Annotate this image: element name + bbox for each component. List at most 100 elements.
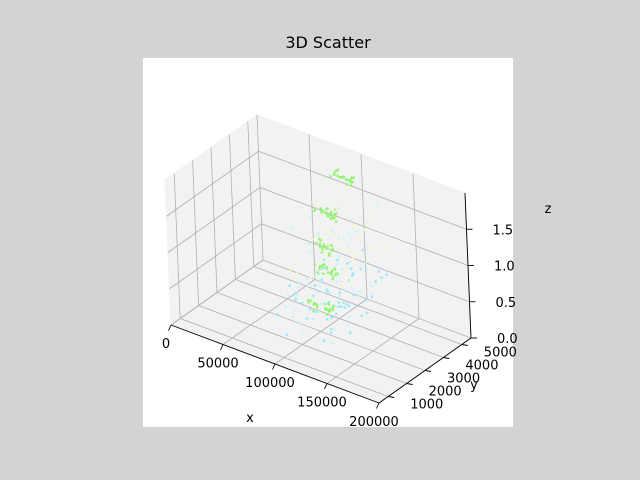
scatter-point (328, 254, 331, 257)
scatter-point (331, 275, 335, 279)
scatter-point (335, 312, 338, 316)
scatter-point (326, 308, 329, 312)
y-grid-floor (253, 266, 462, 345)
scatter-point (318, 285, 322, 288)
scatter-point (340, 197, 343, 200)
scatter-point (322, 272, 325, 276)
scatter-point (335, 274, 339, 278)
y-tick (461, 344, 468, 346)
scatter-point (300, 332, 304, 335)
scatter-point (308, 243, 311, 246)
scatter-point (374, 280, 378, 283)
scatter-point (337, 236, 340, 239)
scatter-point (326, 212, 329, 216)
scatter-point (364, 298, 368, 301)
scatter-point (329, 327, 333, 331)
scatter-point (361, 248, 365, 252)
scatter-point (347, 304, 351, 308)
scatter-point (331, 215, 334, 219)
scatter-point (319, 207, 323, 210)
scatter-point (339, 280, 343, 283)
scatter-point (315, 303, 319, 307)
scatter-point (284, 306, 288, 309)
z-grid-side (167, 187, 261, 253)
scatter-point (321, 238, 325, 241)
x-tick-label: 50000 (197, 357, 238, 372)
scatter-point (288, 270, 292, 273)
scatter-point (328, 291, 332, 295)
scatter-point (353, 251, 356, 255)
z-tick-label: 1.5 (493, 223, 514, 238)
scatter-point (328, 239, 332, 242)
scatter-point (320, 251, 324, 254)
scatter-point (324, 228, 327, 232)
scatter-point (297, 321, 301, 325)
scatter-point (365, 311, 369, 315)
scatter-point (322, 263, 326, 266)
scatter-point (336, 305, 340, 309)
y-axis-label: y (470, 378, 478, 393)
scatter-point (328, 307, 332, 311)
scatter-point (352, 272, 355, 276)
scatter-point (330, 213, 333, 216)
scatter-point (314, 310, 318, 314)
scatter-point (294, 296, 298, 300)
scatter-point (335, 280, 339, 283)
scatter-point (337, 175, 341, 179)
scatter-point (352, 259, 355, 262)
scatter-point (317, 272, 321, 276)
scatter-point (326, 214, 330, 218)
scatter-point (349, 278, 352, 281)
x-axis-label: x (246, 411, 254, 426)
scatter-point (320, 209, 324, 213)
scatter-point (330, 269, 334, 273)
scatter-point (309, 215, 313, 219)
scatter-point (359, 267, 363, 271)
scatter-point (316, 290, 319, 294)
scatter-point (313, 284, 317, 287)
scatter-point (348, 232, 351, 236)
scatter-point (286, 293, 290, 297)
scatter-point (321, 267, 325, 270)
scatter-point (358, 229, 362, 233)
scatter-point (317, 233, 320, 236)
scatter-point (321, 257, 325, 261)
scatter-point (325, 313, 329, 316)
scatter-point (346, 262, 349, 265)
scatter-point (293, 308, 296, 311)
scatter-point (312, 294, 315, 298)
y-tick (406, 383, 413, 385)
scatter-point (338, 294, 341, 298)
scatter-point (343, 288, 346, 292)
y-grid-floor (198, 305, 407, 384)
x-tick (376, 402, 380, 409)
scatter-point (353, 224, 356, 227)
scatter-point (358, 219, 362, 223)
scatter-point (333, 171, 336, 175)
scatter-point (371, 213, 374, 217)
scatter-point (359, 290, 362, 293)
scatter-point (362, 228, 366, 232)
scatter-point (365, 268, 369, 272)
scatter-point (326, 289, 329, 293)
x-tick-label: 100000 (245, 376, 295, 391)
scatter-point (313, 207, 317, 210)
scatter-point (335, 263, 338, 267)
scatter-point (324, 211, 327, 215)
z-tick-label: 0.0 (497, 332, 518, 347)
scatter-point (331, 277, 335, 281)
scatter-point (349, 181, 353, 184)
scatter-point (350, 176, 354, 179)
scatter-point (329, 318, 333, 322)
scatter-point (337, 301, 341, 304)
scatter-point (320, 278, 324, 282)
scatter-point (340, 176, 344, 179)
scatter-point (309, 276, 313, 279)
scatter-point (332, 304, 335, 308)
scatter-point (352, 176, 356, 179)
scatter-point (350, 218, 354, 222)
scatter-point (276, 313, 279, 316)
z-tick-label: 0.5 (496, 296, 517, 311)
scatter-point (312, 303, 316, 306)
